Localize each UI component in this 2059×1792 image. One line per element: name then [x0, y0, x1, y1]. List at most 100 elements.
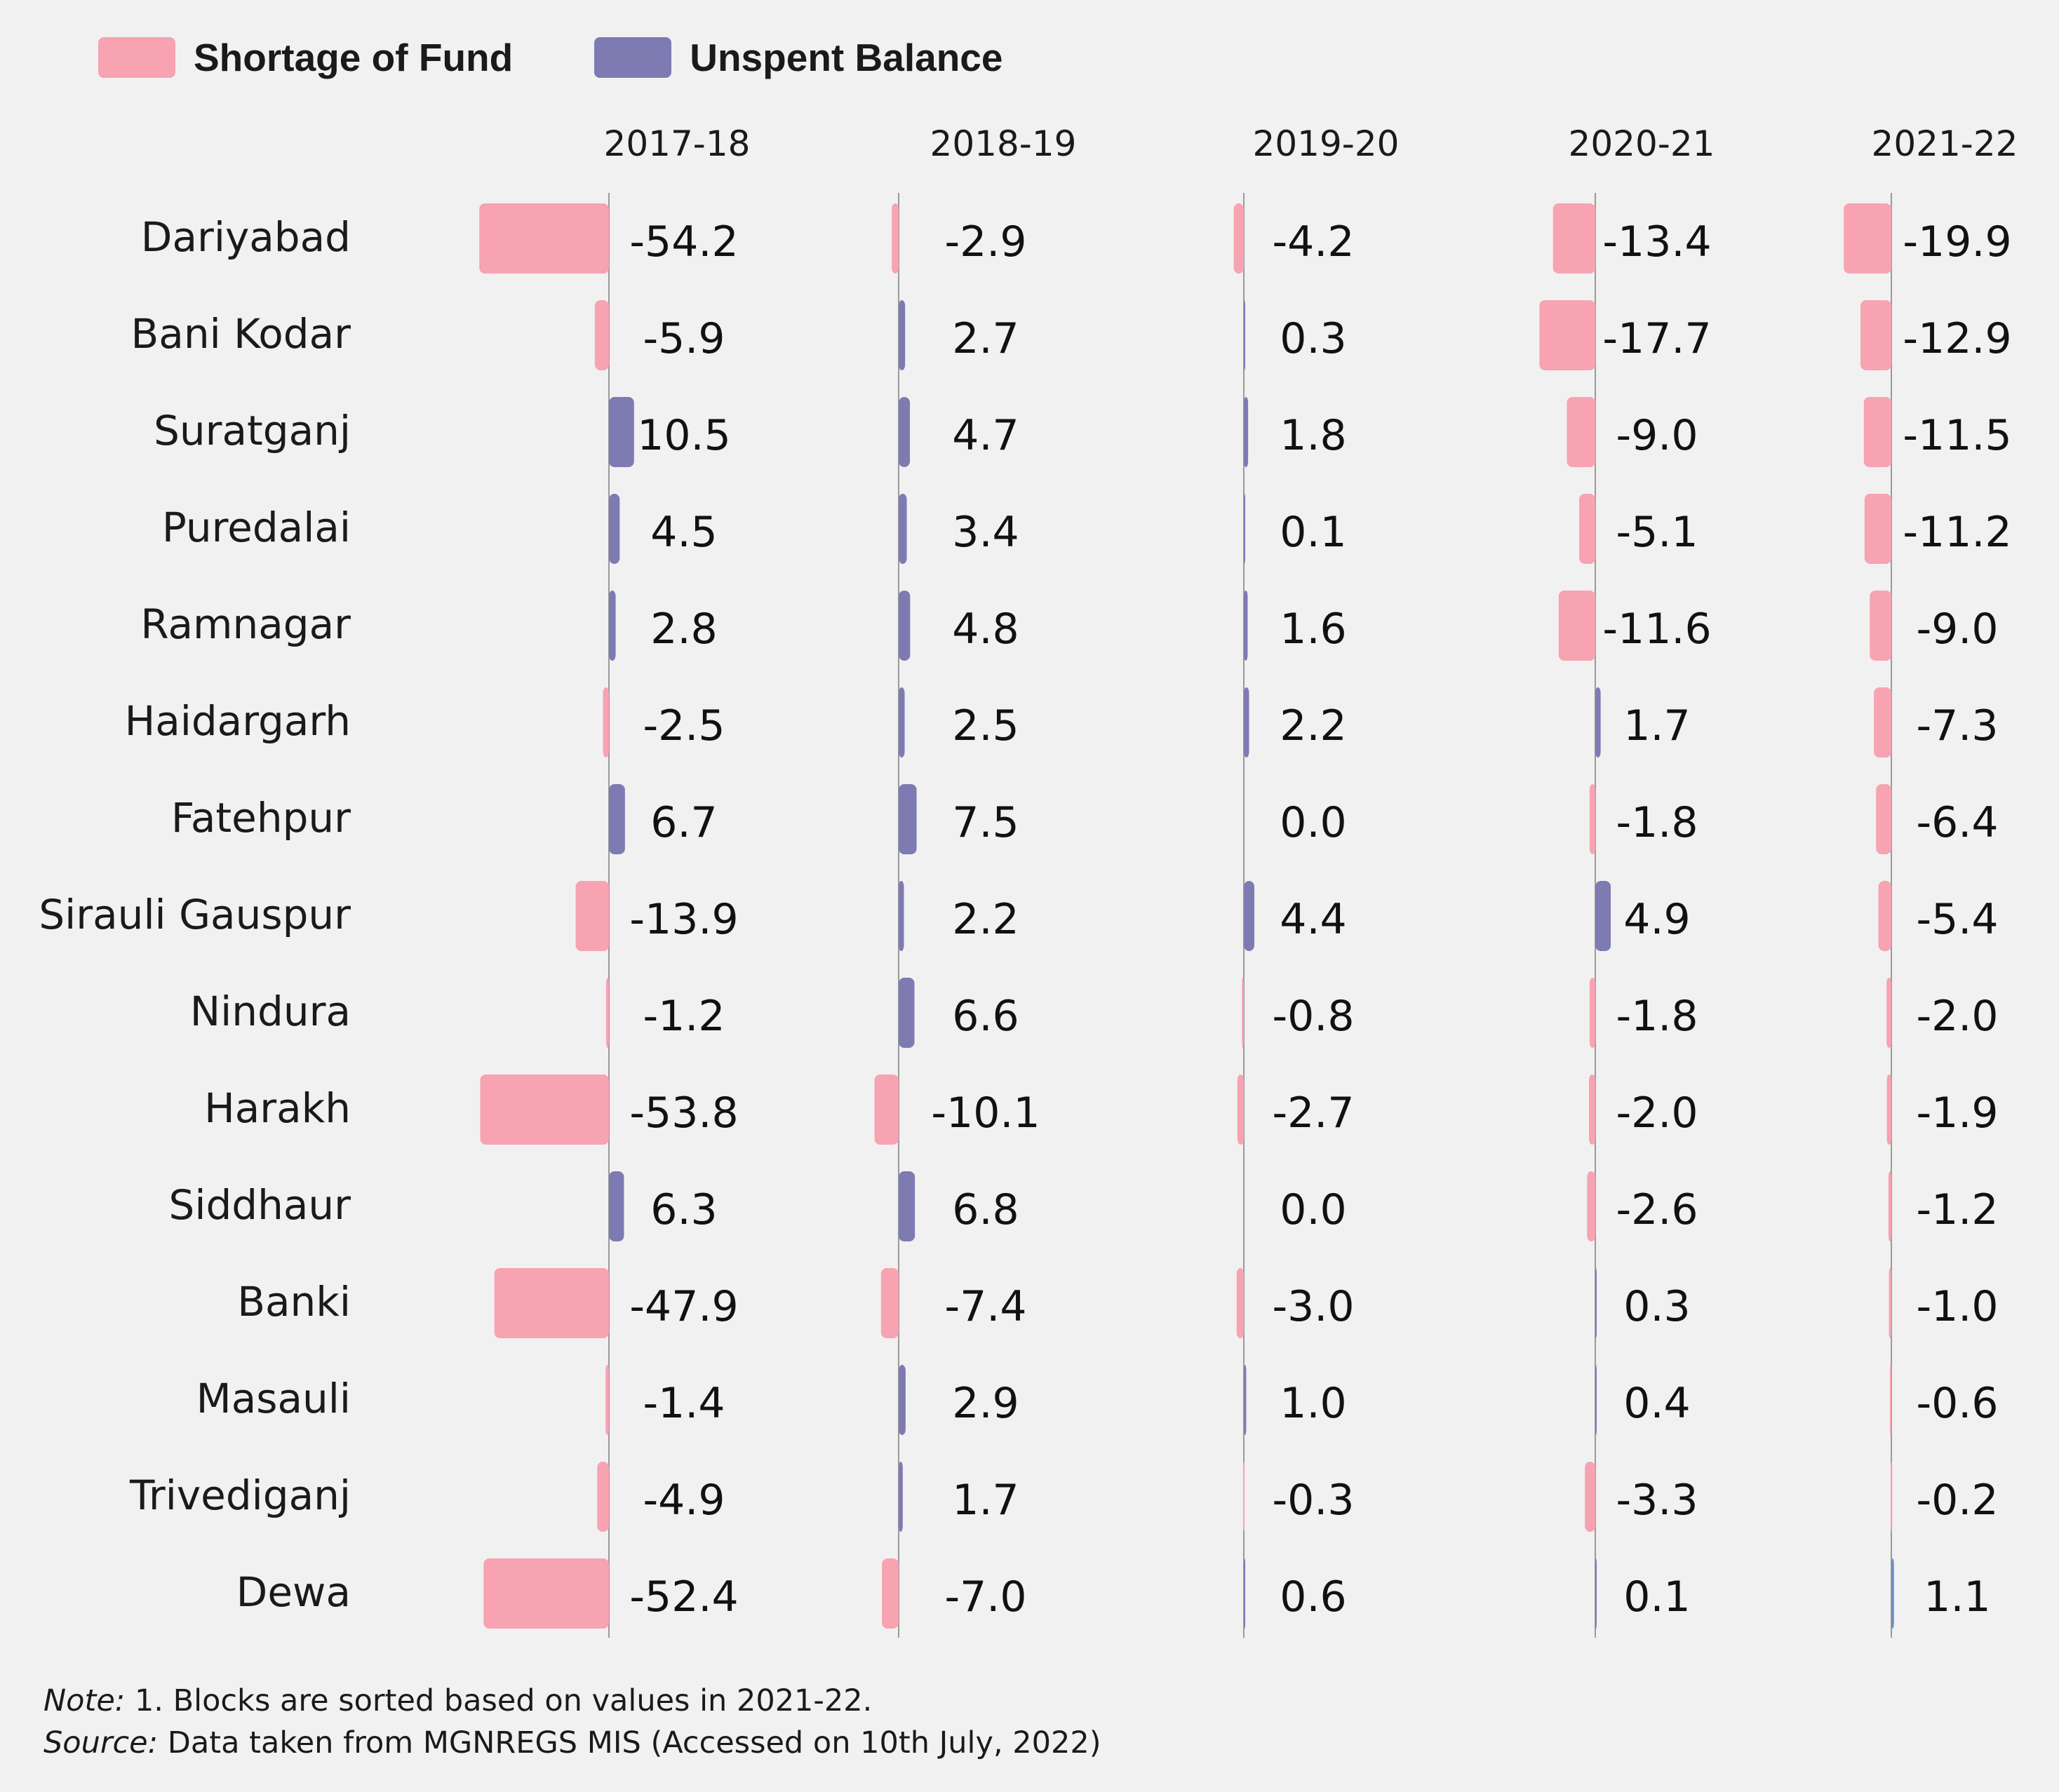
data-label: 2.9	[952, 1379, 1019, 1428]
data-label: 0.4	[1623, 1379, 1690, 1428]
unspent-bar	[609, 784, 625, 854]
shortage-bar	[1864, 494, 1891, 564]
data-label: -3.0	[1272, 1282, 1354, 1331]
category-label: Bani Kodar	[131, 310, 351, 358]
data-label: 0.3	[1623, 1282, 1690, 1331]
data-label: 4.4	[1280, 895, 1346, 944]
data-label: -6.4	[1916, 798, 1998, 847]
shortage-bar	[1886, 1074, 1891, 1145]
shortage-bar	[1587, 1171, 1595, 1241]
shortage-bar	[1870, 591, 1891, 661]
unspent-bar	[1244, 1365, 1247, 1435]
data-label: -47.9	[629, 1282, 738, 1331]
unspent-bar	[899, 978, 915, 1048]
note-label: Note:	[43, 1683, 126, 1718]
unspent-bar	[609, 591, 616, 661]
shortage-bar	[1589, 1074, 1595, 1145]
chart-notes: Note: 1. Blocks are sorted based on valu…	[43, 1680, 1101, 1764]
unspent-bar	[1595, 881, 1611, 951]
data-label: -52.4	[629, 1572, 738, 1622]
unspent-bar	[1595, 1365, 1597, 1435]
data-label: 1.0	[1280, 1379, 1346, 1428]
shortage-bar	[1242, 978, 1244, 1048]
data-label: 1.6	[1280, 605, 1346, 654]
data-label: 6.7	[650, 798, 717, 847]
unspent-bar	[899, 1365, 906, 1435]
data-label: -5.9	[643, 314, 725, 363]
shortage-bar	[882, 1558, 899, 1629]
data-label: 10.5	[637, 411, 731, 460]
data-label: 1.1	[1924, 1572, 1990, 1622]
data-label: -0.2	[1916, 1476, 1998, 1525]
data-label: -5.4	[1916, 895, 1998, 944]
shortage-bar	[1863, 397, 1891, 467]
category-label: Nindura	[190, 988, 351, 1035]
shortage-bar	[1579, 494, 1595, 564]
data-label: -12.9	[1903, 314, 2011, 363]
legend-item-shortage: Shortage of Fund	[98, 35, 513, 80]
legend-item-unspent: Unspent Balance	[594, 35, 1002, 80]
unspent-bar	[899, 784, 917, 854]
data-label: -7.3	[1916, 701, 1998, 750]
unspent-bar	[899, 1462, 903, 1532]
shortage-bar	[479, 203, 609, 274]
panel-title-2018-19: 2018-19	[930, 123, 1077, 164]
shortage-bar	[1242, 1462, 1245, 1532]
data-label: 2.7	[952, 314, 1019, 363]
data-label: 1.7	[1623, 701, 1690, 750]
category-label: Haidargarh	[125, 697, 351, 745]
shortage-bar	[1889, 1365, 1891, 1435]
data-label: -2.9	[944, 217, 1026, 267]
unspent-bar	[1595, 687, 1601, 757]
unspent-bar	[609, 397, 634, 467]
source-label: Source:	[43, 1725, 159, 1760]
category-label: Banki	[237, 1278, 351, 1326]
legend-swatch-unspent	[594, 37, 672, 78]
data-label: -5.1	[1616, 508, 1698, 557]
shortage-bar	[1860, 300, 1891, 370]
data-label: -7.0	[944, 1572, 1026, 1622]
data-label: -1.2	[643, 992, 725, 1041]
data-label: 0.1	[1623, 1572, 1690, 1622]
shortage-bar	[480, 1074, 609, 1145]
data-label: -10.1	[931, 1089, 1040, 1138]
data-label: -13.9	[629, 895, 738, 944]
legend-label-unspent: Unspent Balance	[690, 36, 1003, 79]
unspent-bar	[899, 591, 911, 661]
shortage-bar	[880, 1268, 899, 1338]
data-label: 0.6	[1280, 1572, 1346, 1622]
category-label: Masauli	[196, 1375, 351, 1422]
data-label: -17.7	[1602, 314, 1711, 363]
data-label: 2.8	[650, 605, 717, 654]
data-label: -0.8	[1272, 992, 1354, 1041]
data-label: 2.2	[952, 895, 1019, 944]
data-label: -2.0	[1616, 1089, 1698, 1138]
shortage-bar	[1558, 591, 1595, 661]
data-label: -19.9	[1903, 217, 2011, 267]
unspent-bar	[899, 687, 905, 757]
unspent-bar	[1244, 1558, 1246, 1629]
data-label: -2.5	[643, 701, 725, 750]
shortage-bar	[1539, 300, 1595, 370]
shortage-bar	[575, 881, 609, 951]
data-label: -11.5	[1903, 411, 2011, 460]
data-label: -11.2	[1903, 508, 2011, 557]
data-label: -7.4	[944, 1282, 1026, 1331]
data-label: -0.6	[1916, 1379, 1998, 1428]
data-label: -1.8	[1616, 992, 1698, 1041]
unspent-bar	[609, 494, 620, 564]
bar-chart: 2017-18 2018-19 2019-20 2020-21 2021-22 Dariy…	[39, 123, 2018, 1638]
data-label: -1.4	[643, 1379, 725, 1428]
shortage-bar	[1589, 784, 1595, 854]
data-label: 4.9	[1623, 895, 1690, 944]
category-label: Dewa	[236, 1568, 351, 1616]
data-label: 1.8	[1280, 411, 1346, 460]
shortage-bar	[1844, 203, 1891, 274]
data-label: -1.9	[1916, 1089, 1998, 1138]
data-label: 7.5	[952, 798, 1019, 847]
unspent-bar	[1595, 1558, 1597, 1629]
unspent-bar	[1891, 1558, 1894, 1629]
data-label: -53.8	[629, 1089, 738, 1138]
shortage-bar	[1585, 1462, 1595, 1532]
data-label: 6.3	[650, 1185, 717, 1234]
